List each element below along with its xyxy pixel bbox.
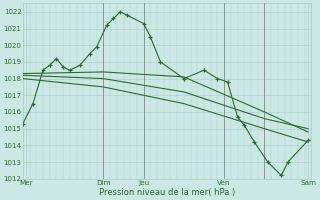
X-axis label: Pression niveau de la mer( hPa ): Pression niveau de la mer( hPa ) xyxy=(99,188,235,197)
